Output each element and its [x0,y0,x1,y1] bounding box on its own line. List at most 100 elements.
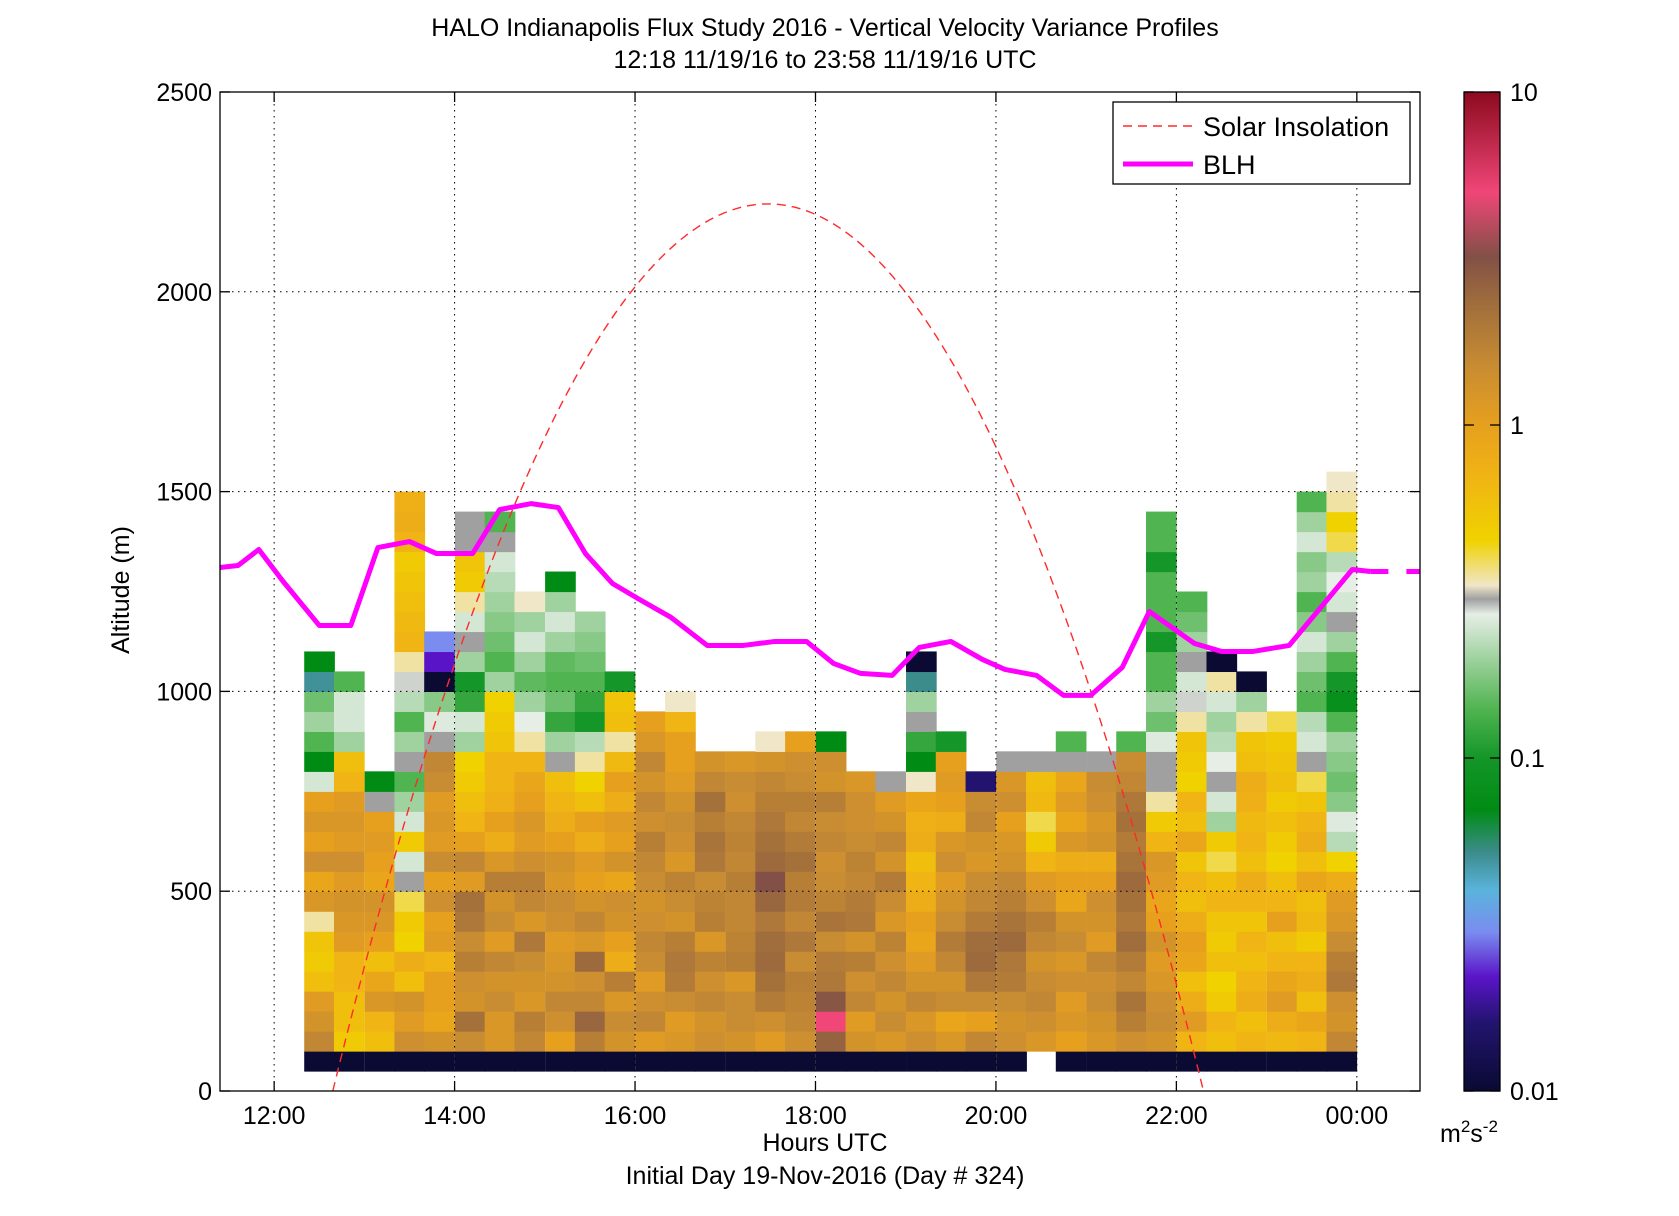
y-tick-label: 500 [170,878,212,906]
heatmap-cell [1326,871,1358,892]
x-tick-label: 16:00 [604,1102,667,1130]
heatmap-cell [1326,691,1358,712]
heatmap-cell [484,511,516,533]
heatmap-cell [635,831,667,852]
heatmap-cell [1326,631,1358,653]
heatmap-cell [1086,971,1118,992]
heatmap-cell [1236,891,1267,912]
heatmap-cell [424,891,455,912]
heatmap-cell [1266,891,1298,912]
heatmap-cell [333,811,365,832]
heatmap-cell [394,551,426,573]
heatmap-cell [1296,851,1328,872]
heatmap-cell [785,891,816,912]
heatmap-cell [665,691,696,712]
heatmap-cell [333,751,365,772]
heatmap-cell [484,811,516,832]
heatmap-cell [1266,791,1298,812]
heatmap-cell [304,891,335,912]
heatmap-cell [906,791,937,812]
heatmap-cell [545,1031,576,1052]
heatmap-cell [424,631,455,653]
colorbar-tick-label: 0.1 [1510,745,1545,773]
heatmap-cell [1206,951,1238,972]
heatmap-cell [1266,971,1298,992]
heatmap-cell [1326,1051,1358,1072]
heatmap-cell [394,911,426,932]
heatmap-cell [1176,991,1208,1012]
heatmap-cell [694,811,726,832]
heatmap-cell [1266,731,1298,752]
heatmap-cell [694,791,726,812]
heatmap-cell [364,1011,396,1032]
heatmap-cell [965,971,997,992]
heatmap-cell [845,971,877,992]
heatmap-cell [1236,691,1267,712]
heatmap-cell [725,791,757,812]
heatmap-cell [694,891,726,912]
heatmap-cell [514,591,546,613]
heatmap-cell [1146,911,1177,932]
heatmap-cell [845,1031,877,1052]
heatmap-cell [1206,831,1238,852]
heatmap-cell [484,671,516,692]
heatmap-cell [815,811,847,832]
heatmap-cell [1086,831,1118,852]
heatmap-cell [725,771,757,792]
heatmap-cell [665,1051,696,1072]
heatmap-cell [815,991,847,1012]
heatmap-cell [1296,751,1328,772]
heatmap-cell [1206,911,1238,932]
heatmap-cell [1206,711,1238,732]
colorbar-tick-label: 1 [1510,412,1524,440]
heatmap-cell [545,731,576,752]
heatmap-cell [545,1011,576,1032]
heatmap-cell [785,791,816,812]
y-tick-label: 1500 [156,479,212,507]
heatmap-cell [906,691,937,712]
colorbar-unit-mid: s [1470,1120,1483,1148]
heatmap-cell [635,891,667,912]
heatmap-cell [906,991,937,1012]
heatmap-cell [1055,1051,1087,1072]
heatmap-cell [514,771,546,792]
heatmap-cell [996,931,1027,952]
heatmap-cell [1176,671,1208,692]
heatmap-cell [1146,631,1177,653]
heatmap-cell [906,711,937,732]
heatmap-cell [545,991,576,1012]
heatmap-cell [845,1051,877,1072]
heatmap-cell [785,931,816,952]
heatmap-cell [665,791,696,812]
heatmap-cell [1146,731,1177,752]
heatmap-cell [906,871,937,892]
heatmap-cell [635,731,667,752]
heatmap-cell [1116,1051,1147,1072]
heatmap-cell [1266,1051,1298,1072]
heatmap-cell [694,911,726,932]
heatmap-cell [454,1051,486,1072]
heatmap-cell [725,971,757,992]
heatmap-cell [1055,811,1087,832]
heatmap-cell [1206,851,1238,872]
heatmap-cell [454,951,486,972]
heatmap-cell [424,811,455,832]
heatmap-cell [545,711,576,732]
heatmap-cell [935,971,967,992]
legend-blh-label: BLH [1203,150,1256,180]
heatmap-cell [545,811,576,832]
heatmap-cell [1296,531,1328,553]
heatmap-cell [1266,951,1298,972]
heatmap-cell [1326,511,1358,533]
heatmap-cell [364,851,396,872]
heatmap-cell [1326,851,1358,872]
heatmap-cell [1326,491,1358,513]
heatmap-cell [965,911,997,932]
heatmap-cell [1176,711,1208,732]
heatmap-cell [1146,751,1177,772]
heatmap-cell [785,871,816,892]
heatmap-cell [454,851,486,872]
heatmap-cell [484,831,516,852]
heatmap-cell [364,991,396,1012]
x-tick-label: 20:00 [965,1102,1028,1130]
